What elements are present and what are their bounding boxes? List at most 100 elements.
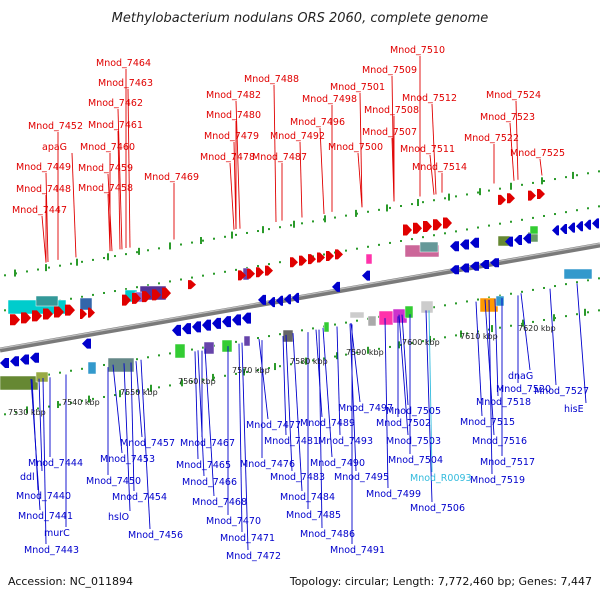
track-dot (334, 216, 336, 219)
gene-tile (367, 315, 377, 327)
forward-gene-arrow (335, 249, 343, 260)
track-tick (107, 253, 109, 261)
gene-label-top: Mnod_7464 (96, 58, 151, 69)
label-leader (204, 348, 215, 497)
gene-arrows (0, 189, 599, 368)
track-dot (59, 264, 61, 267)
gene-label-top: Mnod_7462 (88, 98, 143, 109)
gene-label-top: Mnod_7511 (400, 144, 455, 155)
track-dot (125, 253, 127, 256)
gene-label-top: Mnod_7452 (28, 121, 83, 132)
reverse-gene-arrow (0, 358, 9, 368)
label-leader (107, 193, 111, 252)
forward-gene-arrow (326, 250, 334, 261)
gene-tile (282, 329, 294, 343)
track-dot (466, 332, 468, 335)
track-tick (119, 390, 121, 398)
track-dot (565, 211, 567, 214)
gene-label-bottom: Mnod_7527 (534, 386, 589, 397)
track-dot (202, 378, 204, 381)
track-dot (312, 359, 314, 362)
track-tick (262, 226, 264, 234)
gene-label-top: Mnod_7509 (362, 65, 417, 76)
gene-labels: Mnod_7464 Mnod_7463 Mnod_7462 Mnod_7452 Mnod… (12, 45, 589, 562)
reverse-gene-arrow (284, 294, 291, 305)
track-dot (543, 214, 545, 217)
gene-label-top: Mnod_7447 (12, 205, 67, 216)
label-leader (292, 333, 303, 492)
track-dot (37, 407, 39, 410)
label-leader (509, 122, 515, 181)
track-dot (576, 281, 578, 284)
track-dot (180, 278, 182, 281)
gene-tiles (0, 225, 593, 391)
label-leader (357, 152, 363, 208)
gene-label-bottom: Mnod_7440 (16, 491, 71, 502)
gene-label-top: Mnod_7482 (206, 90, 261, 101)
gene-label-bottom: Mnod_7467 (180, 438, 235, 449)
track-dot (433, 306, 435, 309)
gene-label-bottom: hslO (108, 512, 129, 523)
gene-label-bottom: Mnod_7497 (338, 403, 393, 414)
track-dot (488, 189, 490, 192)
track-dot (290, 363, 292, 366)
reverse-gene-arrow (470, 261, 479, 271)
forward-gene-arrow (443, 217, 452, 229)
gene-tile (365, 253, 373, 265)
track-dot (499, 222, 501, 225)
tick-label: 7620 kbp (518, 324, 556, 333)
label-leader (350, 322, 361, 403)
label-leader (38, 378, 43, 472)
reverse-gene-arrow (460, 239, 469, 250)
track-dot (257, 265, 259, 268)
gene-label-top: Mnod_7480 (206, 110, 261, 121)
reverse-gene-arrow (242, 312, 251, 324)
forward-gene-arrow (507, 193, 515, 204)
label-leader (235, 100, 241, 229)
label-leader (127, 88, 131, 248)
track-dot (103, 363, 105, 366)
track-dot (224, 235, 226, 238)
gene-tile (420, 300, 434, 314)
track-tick (243, 368, 245, 376)
track-dot (301, 222, 303, 225)
label-leader (71, 152, 77, 258)
track-tick (200, 237, 202, 244)
gene-label-top: Mnod_7487 (252, 152, 307, 163)
track-dot (246, 370, 248, 373)
track-dot (499, 187, 501, 190)
track-dot (103, 256, 105, 259)
track-dot (587, 207, 589, 210)
label-leader (112, 364, 123, 454)
track-dot (367, 245, 369, 248)
label-leader (429, 154, 435, 195)
track-dot (103, 395, 105, 398)
forward-gene-arrow (433, 219, 442, 231)
reverse-gene-arrow (490, 258, 499, 268)
forward-gene-arrow (423, 220, 432, 232)
track-dot (290, 224, 292, 227)
reverse-gene-arrow (514, 235, 522, 246)
forward-gene-arrow (43, 308, 53, 320)
track-dot (444, 232, 446, 235)
track-dot (191, 276, 193, 279)
label-leader (494, 298, 499, 397)
label-leader (576, 283, 587, 404)
gene-label-bottom: Mnod_7489 (300, 418, 355, 429)
track-dot (543, 318, 545, 321)
label-leader (319, 127, 325, 215)
track-tick (541, 177, 543, 185)
genome-backbone (0, 242, 600, 353)
track-dot (532, 181, 534, 184)
reverse-gene-arrow (292, 292, 299, 303)
track-dot (378, 208, 380, 211)
forward-gene-arrow (21, 312, 31, 324)
track-dot (565, 283, 567, 286)
label-leader (194, 351, 199, 460)
label-leader (359, 92, 363, 208)
forward-gene-arrow (54, 306, 64, 318)
topology-text: Topology: circular; Length: 7,772,460 bp… (289, 575, 592, 588)
track-dot (257, 230, 259, 233)
track-dot (488, 328, 490, 331)
gene-label-top: Mnod_7500 (328, 142, 383, 153)
